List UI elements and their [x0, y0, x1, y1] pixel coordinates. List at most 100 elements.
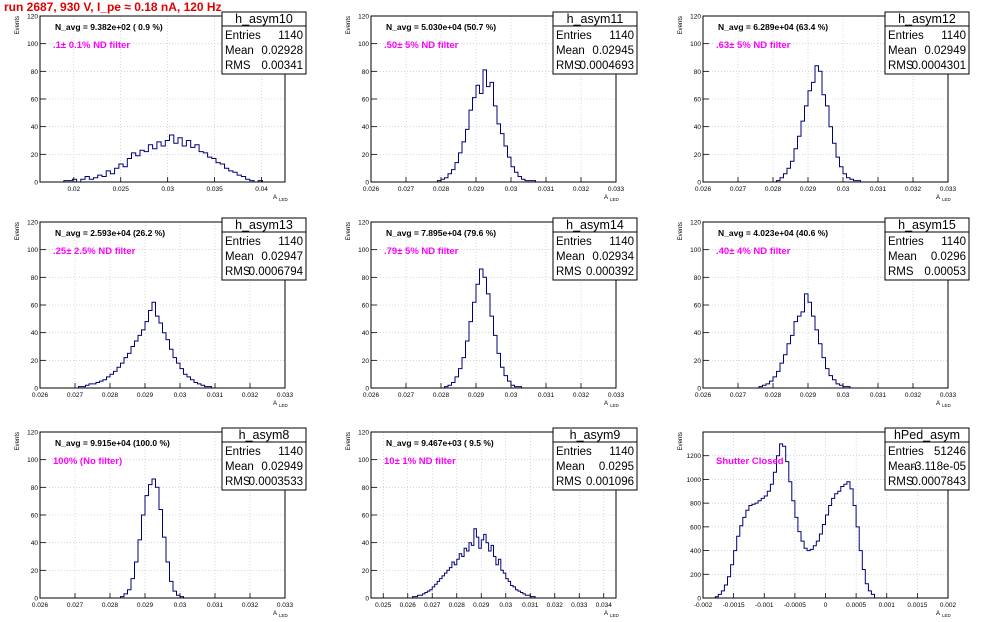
x-tick-label: 0.031 [870, 186, 887, 193]
y-tick-label: 40 [362, 124, 370, 131]
y-tick-label: 0 [34, 386, 38, 393]
x-tick-label: 0.026 [363, 186, 380, 193]
y-tick-label: 60 [694, 303, 702, 310]
stat-label: Mean [225, 45, 254, 57]
x-tick-label: 0.028 [102, 602, 119, 609]
x-tick-label: 0.028 [765, 392, 782, 399]
filter-label: 10± 1% ND filter [384, 456, 456, 467]
y-tick-label: 60 [31, 97, 39, 104]
stat-label: RMS [225, 476, 251, 488]
histogram-name: h_asym10 [235, 12, 293, 26]
stat-value: 0.0007843 [912, 476, 966, 488]
x-tick-label: -0.0005 [784, 602, 806, 609]
x-tick-label: 0.03 [174, 392, 187, 399]
y-tick-label: 20 [694, 152, 702, 159]
y-axis-label: Events [678, 432, 684, 450]
y-tick-label: 60 [31, 303, 39, 310]
y-tick-label: 20 [362, 568, 370, 575]
y-tick-label: 100 [690, 41, 701, 48]
x-tick-label: 0.025 [113, 186, 130, 193]
x-tick-label: 0.033 [571, 602, 588, 609]
stat-label: Mean [556, 251, 585, 263]
x-tick-label: 0.026 [695, 186, 712, 193]
y-tick-label: 120 [27, 220, 38, 227]
stat-label: RMS [225, 266, 251, 278]
x-tick-label: 0.033 [940, 186, 957, 193]
y-tick-label: 120 [358, 220, 369, 227]
x-tick-label: 0.028 [449, 602, 466, 609]
y-tick-label: 60 [362, 513, 370, 520]
y-tick-label: 80 [31, 275, 39, 282]
y-tick-label: 60 [362, 303, 370, 310]
y-tick-label: 20 [31, 358, 39, 365]
x-tick-label: 0.033 [608, 392, 625, 399]
y-axis-label: Events [678, 16, 684, 34]
stat-label: RMS [556, 266, 582, 278]
y-tick-label: 0 [365, 596, 369, 603]
x-tick-label: 0.001 [879, 602, 896, 609]
x-tick-label: 0.031 [207, 392, 224, 399]
x-axis-label-sub: LED [610, 613, 620, 618]
navg-label: N_avg = 6.289e+04 (63.4 %) [718, 22, 828, 32]
x-tick-label: 0.028 [433, 186, 450, 193]
x-tick-label: 0.026 [400, 602, 417, 609]
histogram-name: h_asym8 [239, 428, 290, 442]
filter-label: .1± 0.1% ND filter [53, 40, 130, 51]
x-tick-label: 0.03 [505, 392, 518, 399]
y-axis-label: Events [15, 222, 21, 240]
histogram-panel-h_asym9: 0.025 0.026 0.027 0.028 0.029 0.03 0.031 0.032 0… [346, 427, 638, 618]
y-tick-label: 40 [31, 330, 39, 337]
filter-label: Shutter Closed [716, 456, 784, 467]
x-axis-label-sub: LED [610, 197, 620, 202]
x-axis-label-sub: LED [942, 613, 952, 618]
stat-value: 1140 [609, 30, 634, 42]
y-tick-label: 100 [27, 247, 38, 254]
x-axis-label-sub: LED [942, 197, 952, 202]
y-tick-label: 20 [31, 152, 39, 159]
y-tick-label: 80 [694, 275, 702, 282]
y-tick-label: 40 [694, 124, 702, 131]
run-title: run 2687, 930 V, I_pe ≈ 0.18 nA, 120 Hz [4, 0, 222, 14]
histogram-name: hPed_asym [894, 428, 960, 442]
x-tick-label: 0.027 [424, 602, 441, 609]
x-tick-label: 0.0015 [907, 602, 927, 609]
stat-label: RMS [888, 266, 914, 278]
y-tick-label: 120 [358, 430, 369, 437]
stat-value: 0.00053 [924, 266, 966, 278]
stat-value: 0.02945 [592, 45, 634, 57]
x-tick-label: 0.033 [277, 392, 294, 399]
x-tick-label: 0.026 [32, 602, 49, 609]
x-tick-label: 0.032 [573, 392, 590, 399]
x-tick-label: 0.027 [398, 186, 415, 193]
stat-box [552, 11, 638, 75]
x-tick-label: -0.0015 [723, 602, 745, 609]
navg-label: N_avg = 4.023e+04 (40.6 %) [718, 228, 828, 238]
y-tick-label: 20 [362, 358, 370, 365]
stat-label: Entries [225, 236, 261, 248]
stat-box [884, 217, 970, 281]
stat-value: 0.000392 [586, 266, 634, 278]
y-tick-label: 100 [358, 41, 369, 48]
stat-label: Mean [888, 461, 917, 473]
y-tick-label: 60 [31, 513, 39, 520]
x-tick-label: 0.03 [161, 186, 174, 193]
filter-label: .40± 4% ND filter [716, 246, 791, 257]
stat-value: 1140 [609, 236, 634, 248]
y-axis-label: Events [15, 16, 21, 34]
stat-value: 0.02949 [924, 45, 966, 57]
x-tick-label: 0.031 [538, 186, 555, 193]
y-tick-label: 60 [362, 97, 370, 104]
stat-label: Mean [225, 461, 254, 473]
stat-value: 0.0004301 [912, 60, 966, 72]
stat-label: Entries [225, 446, 261, 458]
stat-box [221, 217, 307, 281]
histogram-panel-h_asym12: 0.026 0.027 0.028 0.029 0.03 0.031 0.032 0.033 0… [678, 11, 970, 202]
y-tick-label: 0 [697, 180, 701, 187]
x-tick-label: 0.029 [473, 602, 490, 609]
stat-value: 0.0006794 [249, 266, 304, 278]
stat-label: RMS [888, 60, 914, 72]
y-tick-label: 100 [358, 457, 369, 464]
x-tick-label: 0.032 [573, 186, 590, 193]
stat-value: 0.0004693 [580, 60, 634, 72]
y-tick-label: 0 [365, 386, 369, 393]
